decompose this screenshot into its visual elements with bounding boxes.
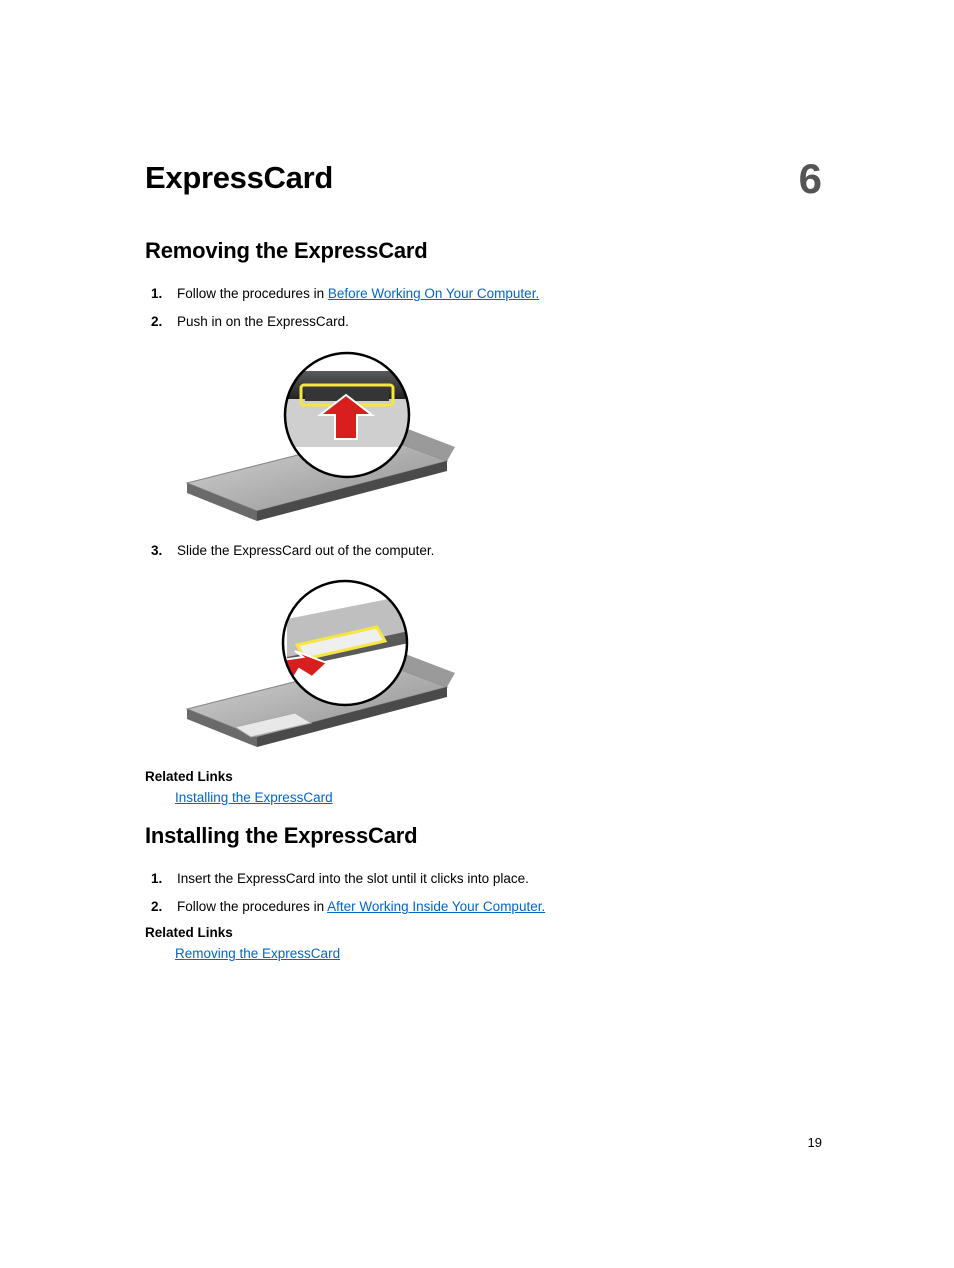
page-number: 19	[808, 1135, 822, 1150]
removing-heading: Removing the ExpressCard	[145, 238, 824, 264]
chapter-number: 6	[799, 155, 822, 203]
installing-steps: Insert the ExpressCard into the slot unt…	[145, 869, 824, 918]
removing-related-links: Related Links Installing the ExpressCard	[145, 769, 824, 805]
step-text: Follow the procedures in	[177, 899, 327, 914]
figure-push-expresscard	[177, 343, 457, 523]
before-working-link[interactable]: Before Working On Your Computer.	[328, 286, 539, 301]
step-text: Follow the procedures in	[177, 286, 328, 301]
related-links-heading: Related Links	[145, 925, 824, 940]
removing-step-3: Slide the ExpressCard out of the compute…	[145, 541, 824, 561]
step-text: Slide the ExpressCard out of the compute…	[177, 543, 434, 558]
related-link-item: Removing the ExpressCard	[175, 946, 824, 961]
installing-step-2: Follow the procedures in After Working I…	[145, 897, 824, 917]
installing-step-1: Insert the ExpressCard into the slot unt…	[145, 869, 824, 889]
removing-steps-cont: Slide the ExpressCard out of the compute…	[145, 541, 824, 561]
related-links-list: Removing the ExpressCard	[145, 946, 824, 961]
related-links-heading: Related Links	[145, 769, 824, 784]
removing-step-1: Follow the procedures in Before Working …	[145, 284, 824, 304]
removing-steps: Follow the procedures in Before Working …	[145, 284, 824, 333]
related-link-item: Installing the ExpressCard	[175, 790, 824, 805]
step-text: Push in on the ExpressCard.	[177, 314, 349, 329]
installing-heading: Installing the ExpressCard	[145, 823, 824, 849]
removing-expresscard-link[interactable]: Removing the ExpressCard	[175, 946, 340, 961]
installing-section: Installing the ExpressCard Insert the Ex…	[145, 823, 824, 962]
related-links-list: Installing the ExpressCard	[145, 790, 824, 805]
installing-related-links: Related Links Removing the ExpressCard	[145, 925, 824, 961]
page-title: ExpressCard	[145, 160, 824, 196]
removing-step-2: Push in on the ExpressCard.	[145, 312, 824, 332]
step-text: Insert the ExpressCard into the slot unt…	[177, 871, 529, 886]
figure-slide-expresscard	[177, 571, 457, 751]
installing-expresscard-link[interactable]: Installing the ExpressCard	[175, 790, 333, 805]
after-working-link[interactable]: After Working Inside Your Computer.	[327, 899, 545, 914]
